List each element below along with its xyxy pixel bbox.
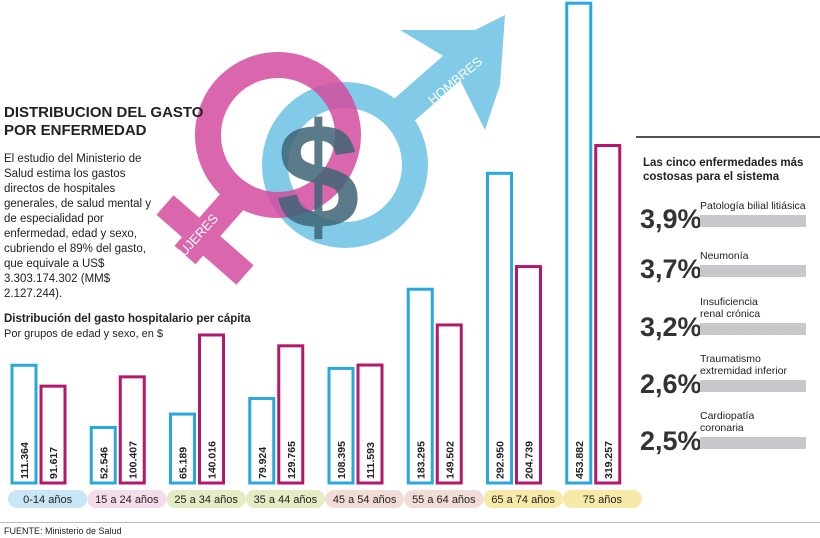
disease-name: Patología bilial litiásica [700, 200, 806, 212]
female-symbol-icon [156, 52, 361, 285]
bar-mujeres [198, 333, 225, 485]
disease-bar [700, 323, 806, 335]
disease-bar [700, 380, 806, 392]
disease-name: Traumatismo extremidad inferior [700, 353, 787, 377]
bar-value-label: 319.257 [603, 441, 615, 479]
category-label: 25 a 34 años [174, 494, 238, 506]
category-pill [166, 490, 246, 508]
source-note: FUENTE: Ministerio de Salud [4, 526, 122, 536]
category-pill [562, 490, 642, 508]
chart-title: Distribución del gasto hospitalario per … [4, 313, 251, 325]
bar-value-label: 204.739 [524, 441, 536, 479]
disease-share-value: 3,7% [640, 254, 702, 284]
bar-hombres [486, 171, 513, 485]
category-label: 15 a 24 años [95, 494, 159, 506]
bar-mujeres [594, 143, 622, 485]
bar-hombres [89, 425, 117, 485]
bar-value-label: 111.364 [19, 442, 31, 479]
bar-value-label: 79.924 [257, 447, 269, 479]
bar-mujeres [39, 384, 67, 485]
bar-mujeres [356, 363, 384, 485]
bar-hombres [327, 366, 355, 485]
side-divider [636, 136, 820, 138]
bar-value-label: 149.502 [444, 441, 456, 479]
bar-mujeres [435, 323, 463, 485]
bar-value-label: 111.593 [365, 442, 377, 479]
disease-bar [700, 265, 806, 277]
bar-value-label: 65.189 [178, 447, 190, 479]
side-chart-title: Las cinco enfermedades más costosas para… [643, 157, 804, 183]
disease-share-value: 2,6% [640, 369, 702, 399]
disease-name: Neumonía [700, 250, 749, 262]
bar-hombres [248, 397, 276, 485]
bar-value-label: 140.016 [207, 441, 219, 479]
disease-share-value: 3,9% [640, 204, 702, 234]
bar-hombres [565, 1, 593, 485]
disease-name: Insuficiencia renal crónica [700, 296, 760, 320]
bar-hombres [406, 287, 434, 485]
category-label: 0-14 años [23, 494, 72, 506]
currency-symbol: $ [276, 92, 359, 260]
category-pill [245, 490, 325, 508]
category-pill [404, 490, 484, 508]
disease-name: Cardiopatía coronaria [700, 410, 754, 434]
bar-value-label: 292.950 [495, 441, 507, 479]
category-label: 55 a 64 años [412, 494, 476, 506]
bar-value-label: 100.407 [127, 441, 139, 479]
disease-share-value: 3,2% [640, 312, 702, 342]
bar-mujeres [118, 375, 146, 485]
bar-value-label: 129.765 [286, 441, 298, 479]
bar-value-label: 183.295 [415, 441, 427, 479]
category-pill [483, 490, 563, 508]
bar-value-label: 52.546 [98, 447, 110, 479]
page-title: DISTRIBUCION DEL GASTO POR ENFERMEDAD [4, 104, 204, 139]
footer-divider [0, 522, 820, 523]
bar-mujeres [515, 265, 542, 485]
bar-mujeres [277, 344, 305, 485]
bar-value-label: 108.395 [336, 441, 348, 479]
top-diseases-chart: 3,9%Patología bilial litiásica 3,7%Neumon… [640, 200, 806, 456]
intro-text: El estudio del Ministerio de Salud estim… [4, 153, 152, 300]
disease-bar [700, 215, 806, 227]
category-pill [325, 490, 405, 508]
category-label: 65 a 74 años [491, 494, 555, 506]
category-pill [8, 490, 88, 508]
disease-bar [700, 437, 806, 449]
bar-value-label: 91.617 [48, 447, 60, 479]
category-label: 35 a 44 años [254, 494, 318, 506]
per-capita-bar-chart: 0-14 años 15 a 24 años 25 a 34 años 35 a 44… [8, 1, 642, 508]
category-label: 75 años [583, 494, 623, 506]
category-pill [87, 490, 167, 508]
bar-value-label: 453.882 [574, 441, 586, 479]
disease-share-value: 2,5% [640, 426, 702, 456]
chart-subtitle: Por grupos de edad y sexo, en $ [4, 328, 163, 340]
bar-hombres [10, 363, 38, 485]
category-label: 45 a 54 años [333, 494, 397, 506]
bar-hombres [169, 412, 196, 485]
